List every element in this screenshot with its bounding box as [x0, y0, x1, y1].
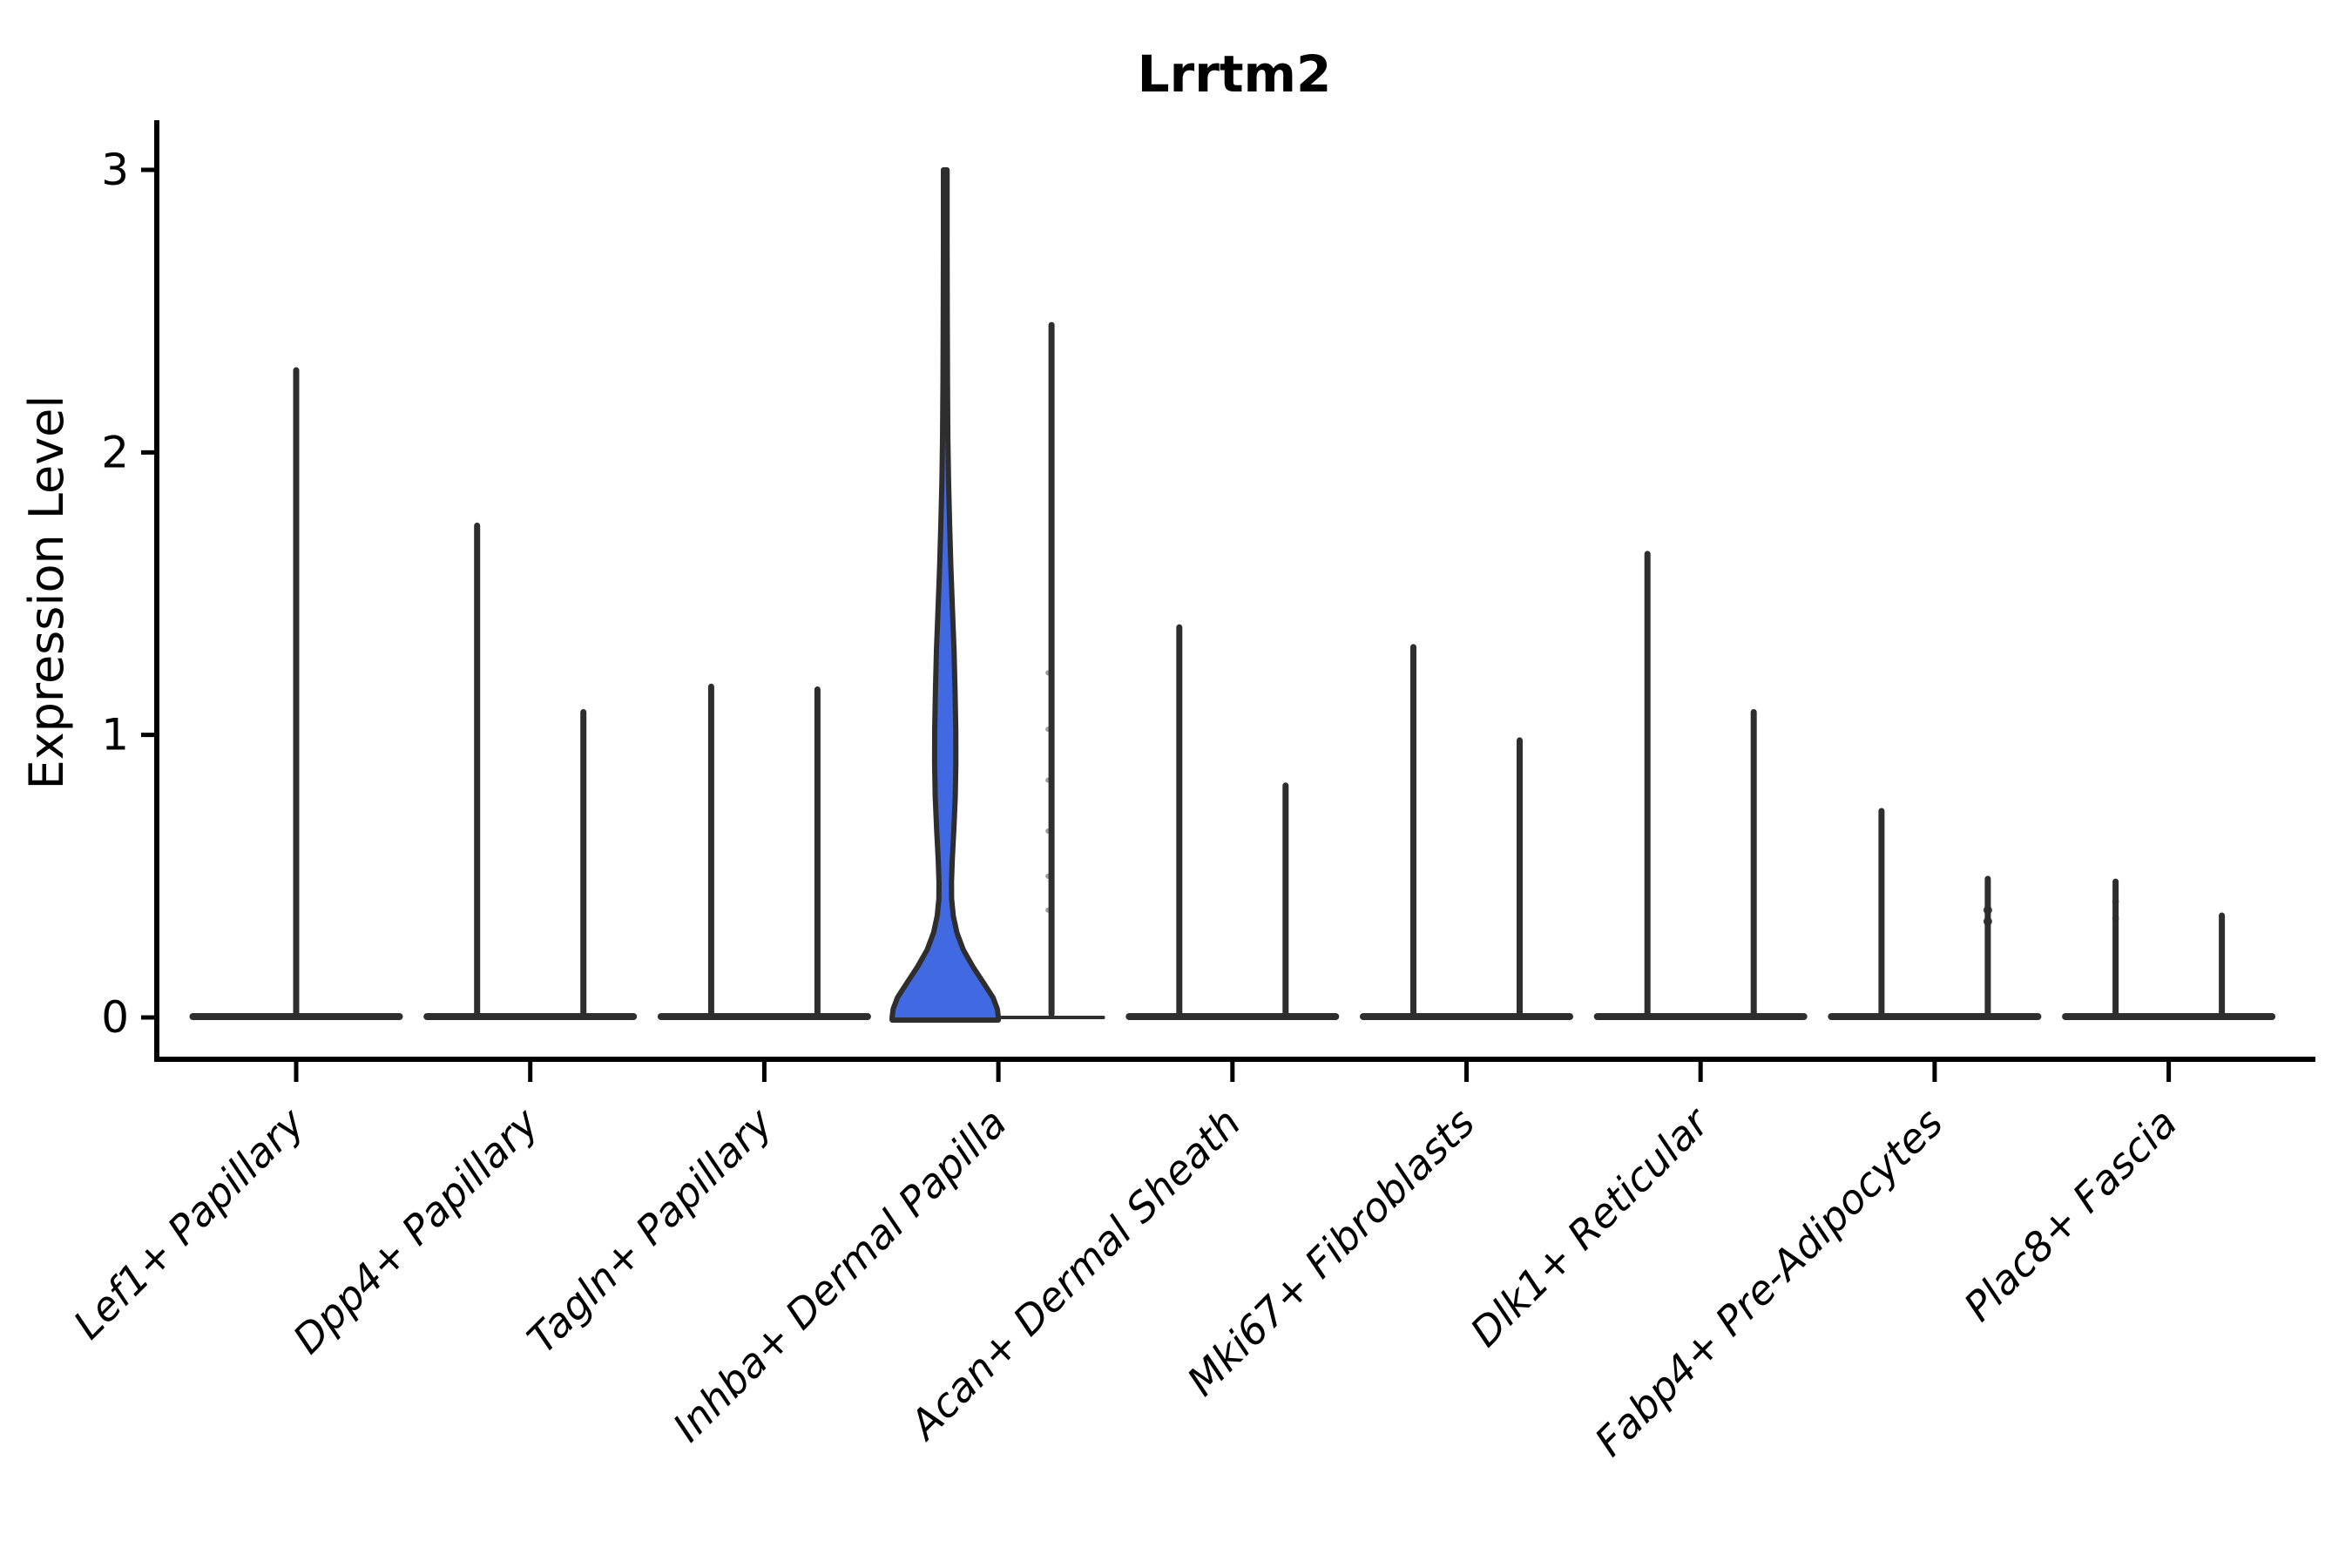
axes	[154, 120, 2315, 1062]
y-tick-label: 3	[101, 145, 129, 195]
x-tick-label: Dpp4+ Papillary	[284, 1098, 548, 1362]
violin-base	[1593, 1013, 1808, 1020]
violin-base	[2062, 1013, 2276, 1020]
violin-base	[1360, 1013, 1573, 1020]
y-ticks: 0 1 2 3	[101, 145, 157, 1043]
density-violin	[889, 167, 1002, 1023]
expression-point	[1045, 670, 1051, 676]
violins	[189, 167, 2276, 1023]
x-tick-label: Lef1+ Papillary	[64, 1098, 314, 1348]
violin-base-thin	[1000, 1016, 1105, 1019]
expression-point	[1045, 777, 1051, 783]
expression-point	[2112, 898, 2119, 906]
y-tick-label: 1	[101, 710, 129, 760]
violin-base	[1125, 1013, 1340, 1020]
violin-base	[657, 1013, 871, 1020]
y-tick-label: 2	[101, 427, 129, 477]
chart-title: Lrrtm2	[1138, 44, 1332, 104]
expression-point	[2112, 915, 2119, 923]
expression-point	[1983, 905, 1992, 915]
x-tick-label: Dlk1+ Reticular	[1461, 1097, 1720, 1355]
violin-base	[423, 1013, 638, 1020]
y-axis-label: Expression Level	[19, 395, 74, 790]
expression-point	[1045, 727, 1051, 733]
y-tick-label: 0	[101, 992, 129, 1043]
expression-point	[1045, 907, 1051, 913]
expression-point	[1045, 873, 1051, 879]
expression-point	[1983, 916, 1992, 926]
expression-point	[1045, 828, 1051, 834]
x-tick-label: Tagln+ Papillary	[518, 1098, 782, 1362]
x-tick-label: Plac8+ Fascia	[1955, 1099, 2186, 1330]
violin-base	[1828, 1013, 2042, 1020]
